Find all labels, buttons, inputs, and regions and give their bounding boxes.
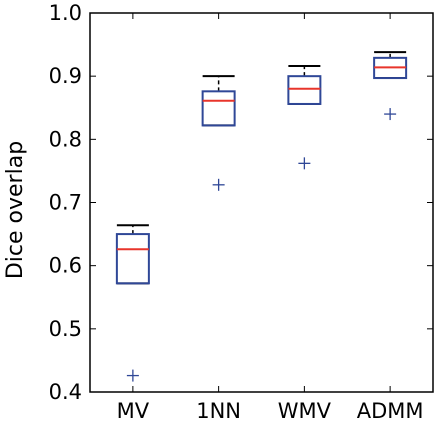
y-axis: 0.4 0.5 0.6 0.7 0.8 0.9 1.0 — [49, 1, 433, 404]
y-tick-label: 0.7 — [49, 191, 82, 215]
box-body — [115, 233, 150, 285]
x-tick-label: WMV — [278, 399, 332, 423]
box-mv — [115, 224, 150, 382]
box-admm — [373, 51, 408, 121]
box-1nn — [201, 75, 236, 191]
box-body — [287, 75, 322, 105]
y-tick-label: 1.0 — [49, 1, 82, 25]
x-tick-label: ADMM — [357, 399, 424, 423]
y-tick-label: 0.5 — [49, 317, 82, 341]
y-tick-label: 0.6 — [49, 254, 82, 278]
x-tick-label: MV — [117, 399, 150, 423]
y-axis-title: Dice overlap — [3, 141, 28, 279]
outlier-marker — [212, 178, 225, 191]
outlier-marker — [298, 157, 311, 170]
y-tick-label: 0.8 — [49, 127, 82, 151]
box-series — [115, 51, 408, 382]
x-tick-label: 1NN — [196, 399, 241, 423]
plot-area — [89, 12, 434, 393]
outlier-marker — [126, 369, 139, 382]
x-axis: MV 1NN WMV ADMM — [117, 13, 424, 423]
y-tick-label: 0.4 — [49, 380, 82, 404]
outlier-marker — [384, 108, 397, 121]
box-body — [201, 90, 236, 127]
box-wmv — [287, 65, 322, 170]
y-tick-label: 0.9 — [49, 64, 82, 88]
